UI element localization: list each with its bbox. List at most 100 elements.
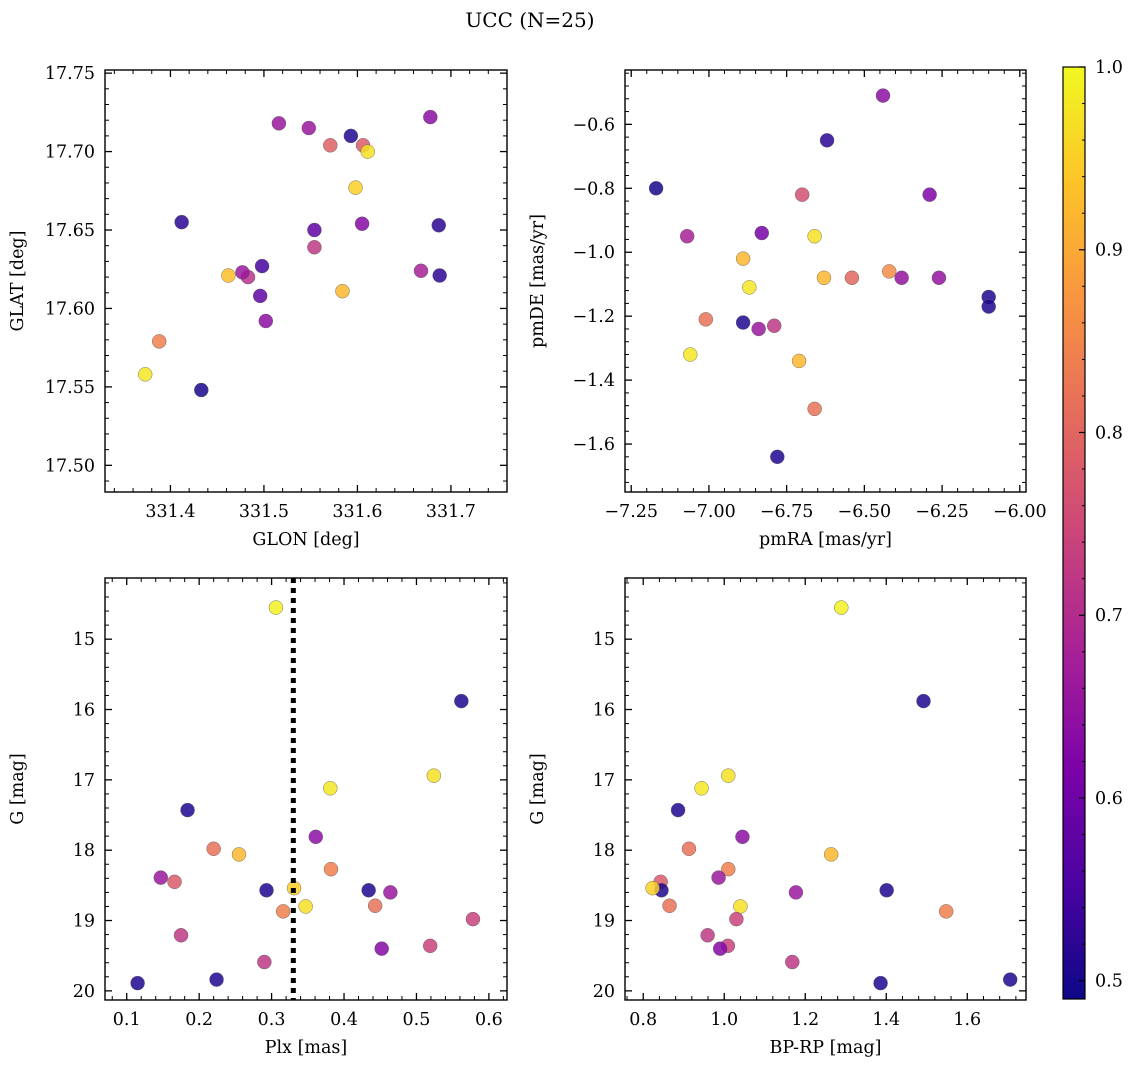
- scatter-point: [323, 138, 338, 153]
- axis-ticks: 0.8 1.0 1.2 1.4 1.6 15 16 17 18 19 20: [593, 578, 1026, 1030]
- scatter-point: [794, 187, 810, 202]
- scatter-point: [153, 870, 168, 885]
- scatter-point: [788, 885, 804, 900]
- scatter-point: [742, 280, 757, 295]
- scatter-point: [645, 880, 660, 896]
- y-tick-label: 18: [593, 841, 615, 861]
- scatter-point: [681, 841, 697, 856]
- scatter-point: [354, 216, 370, 231]
- scatter-point: [662, 898, 677, 913]
- scatter-point: [735, 829, 750, 845]
- colorbar-tick-label: 0.6: [1095, 789, 1123, 809]
- scatter-point: [1003, 972, 1018, 987]
- x-tick-label: 0.3: [258, 1010, 286, 1030]
- y-tick-label: −1.4: [573, 371, 616, 391]
- scatter-point: [712, 941, 728, 956]
- y-tick-label: 17.70: [45, 143, 95, 163]
- scatter-point: [221, 268, 236, 283]
- x-tick-label: 331.4: [145, 502, 195, 522]
- x-tick-label: −6.25: [915, 502, 969, 522]
- scatter-point: [733, 899, 748, 914]
- scatter-points: [645, 600, 1018, 991]
- axes-frame: [104, 69, 508, 493]
- axis-ticks: −7.25 −7.00 −6.75 −6.50 −6.25 −6.00 −1.6 −1.4 −1…: [573, 70, 1047, 522]
- scatter-panel-glon-glat: 331.4 331.5 331.6 331.7 17.50 17.55 17.60 17.65…: [8, 64, 508, 550]
- scatter-point: [939, 904, 954, 919]
- scatter-point: [323, 861, 339, 877]
- scatter-panel-bprp-g: 0.8 1.0 1.2 1.4 1.6 15 16 17 18 19 20 BP-RP [mag] G …: [528, 577, 1027, 1058]
- axis-ticks: 0.1 0.2 0.3 0.4 0.5 0.6 15 16 17 18 19 20: [73, 578, 507, 1030]
- scatter-point: [167, 874, 182, 890]
- colorbar-tick-label: 0.9: [1095, 241, 1123, 261]
- scatter-point: [432, 268, 447, 283]
- y-tick-label: −1.6: [573, 435, 616, 455]
- scatter-point: [335, 283, 350, 299]
- scatter-point: [130, 975, 145, 991]
- scatter-point: [894, 270, 909, 286]
- scatter-point: [323, 781, 338, 796]
- y-tick-label: −0.8: [573, 179, 616, 199]
- scatter-point: [767, 318, 782, 333]
- scatter-point: [807, 229, 822, 244]
- scatter-point: [209, 972, 224, 987]
- axes-frame: [624, 577, 1027, 1001]
- x-tick-label: 331.6: [332, 502, 382, 522]
- scatter-point: [754, 225, 769, 241]
- scatter-point: [931, 270, 947, 286]
- scatter-point: [844, 270, 860, 286]
- scatter-point: [301, 120, 317, 136]
- y-axis-label: G [mag]: [528, 753, 548, 824]
- x-tick-label: 1.0: [710, 1010, 738, 1030]
- scatter-point: [174, 214, 189, 230]
- scatter-point: [431, 218, 446, 233]
- y-tick-label: 19: [593, 912, 615, 932]
- scatter-point: [807, 401, 822, 417]
- y-tick-label: 17.75: [45, 64, 95, 84]
- y-tick-label: 17: [593, 771, 615, 791]
- x-tick-label: 331.5: [239, 502, 289, 522]
- x-tick-label: 1.6: [953, 1010, 981, 1030]
- scatter-point: [454, 693, 469, 709]
- y-tick-label: 16: [73, 701, 95, 721]
- scatter-point: [426, 768, 442, 783]
- scatter-point: [206, 841, 221, 856]
- scatter-point: [721, 768, 736, 783]
- scatter-point: [367, 898, 383, 913]
- x-tick-label: 1.2: [791, 1010, 819, 1030]
- scatter-point: [785, 954, 800, 970]
- scatter-point: [271, 116, 287, 131]
- scatter-point: [465, 911, 481, 927]
- colorbar-tick-label: 0.5: [1095, 972, 1123, 992]
- axes-frame: [624, 69, 1027, 493]
- x-tick-label: 1.4: [872, 1010, 900, 1030]
- colorbar-bar: [1062, 66, 1086, 1000]
- scatter-point: [922, 187, 937, 202]
- scatter-point: [735, 251, 751, 266]
- scatter-point: [259, 883, 274, 898]
- y-tick-label: −1.2: [573, 307, 616, 327]
- scatter-point: [882, 264, 897, 279]
- axis-ticks: 331.4 331.5 331.6 331.7 17.50 17.55 17.60 17.65…: [45, 64, 508, 522]
- scatter-point: [348, 180, 363, 195]
- scatter-point: [700, 928, 715, 943]
- x-tick-label: 331.7: [426, 502, 476, 522]
- x-tick-label: 0.8: [629, 1010, 657, 1030]
- x-axis-label: BP-RP [mag]: [770, 1038, 882, 1058]
- y-tick-label: 18: [73, 841, 95, 861]
- scatter-point: [834, 600, 849, 615]
- scatter-points: [648, 88, 996, 465]
- y-tick-label: −1.0: [573, 243, 616, 263]
- y-tick-label: 19: [73, 912, 95, 932]
- scatter-point: [729, 911, 744, 927]
- scatter-point: [694, 781, 709, 796]
- scatter-point: [916, 693, 931, 709]
- x-tick-label: −6.50: [838, 502, 892, 522]
- scatter-point: [735, 315, 751, 330]
- colorbar-tick-label: 0.8: [1095, 423, 1123, 443]
- scatter-point: [194, 382, 209, 398]
- figure-title: UCC (N=25): [465, 8, 594, 32]
- colorbar-tick-label: 0.7: [1095, 606, 1123, 626]
- x-axis-label: pmRA [mas/yr]: [759, 530, 892, 550]
- scatter-point: [413, 263, 429, 279]
